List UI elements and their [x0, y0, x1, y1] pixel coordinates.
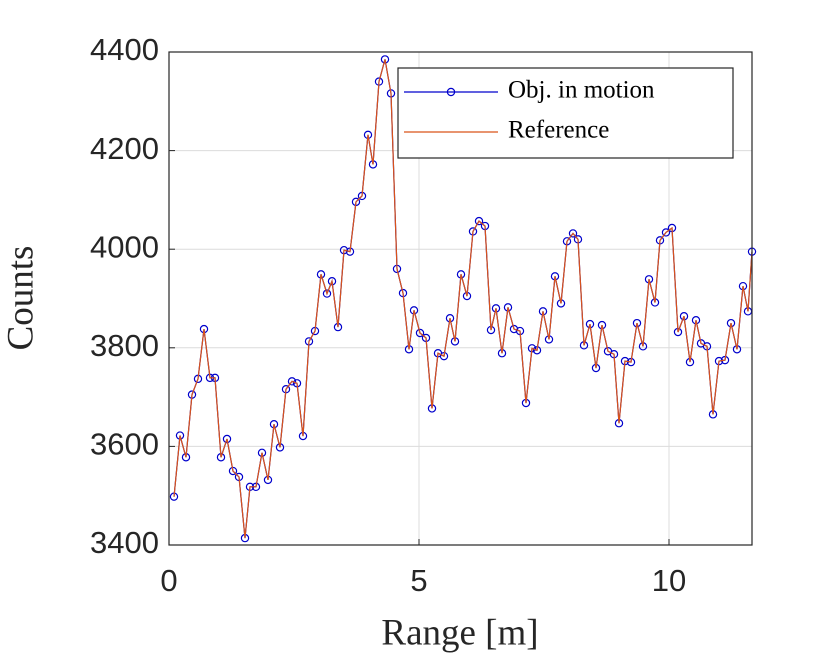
data-point — [509, 324, 519, 334]
data-point — [222, 434, 232, 444]
data-point — [380, 55, 390, 64]
y-tick-label: 4200 — [90, 131, 159, 166]
legend-label: Obj. in motion — [508, 77, 655, 104]
data-point — [415, 328, 425, 338]
legend-marker — [446, 87, 456, 97]
y-tick-label: 4000 — [90, 229, 159, 264]
x-tick-label: 5 — [410, 563, 427, 598]
x-tick-label: 0 — [160, 563, 177, 598]
series-line — [173, 59, 753, 539]
x-tick-label: 10 — [652, 563, 686, 598]
y-axis-label: Counts — [0, 246, 41, 351]
plot-frame — [168, 51, 753, 546]
y-tick-label: 3600 — [90, 427, 159, 462]
data-point — [474, 216, 484, 226]
data-point — [287, 377, 297, 386]
data-point — [661, 228, 671, 237]
data-point — [257, 448, 267, 458]
data-point — [568, 229, 578, 238]
legend-box — [397, 67, 734, 159]
legend-label: Reference — [508, 117, 609, 144]
data-point — [228, 466, 238, 476]
y-tick-label: 4400 — [90, 32, 159, 67]
y-tick-label: 3400 — [90, 525, 159, 560]
y-tick-label: 3800 — [90, 328, 159, 363]
data-point — [322, 289, 332, 298]
x-axis-label: Range [m] — [381, 612, 538, 653]
